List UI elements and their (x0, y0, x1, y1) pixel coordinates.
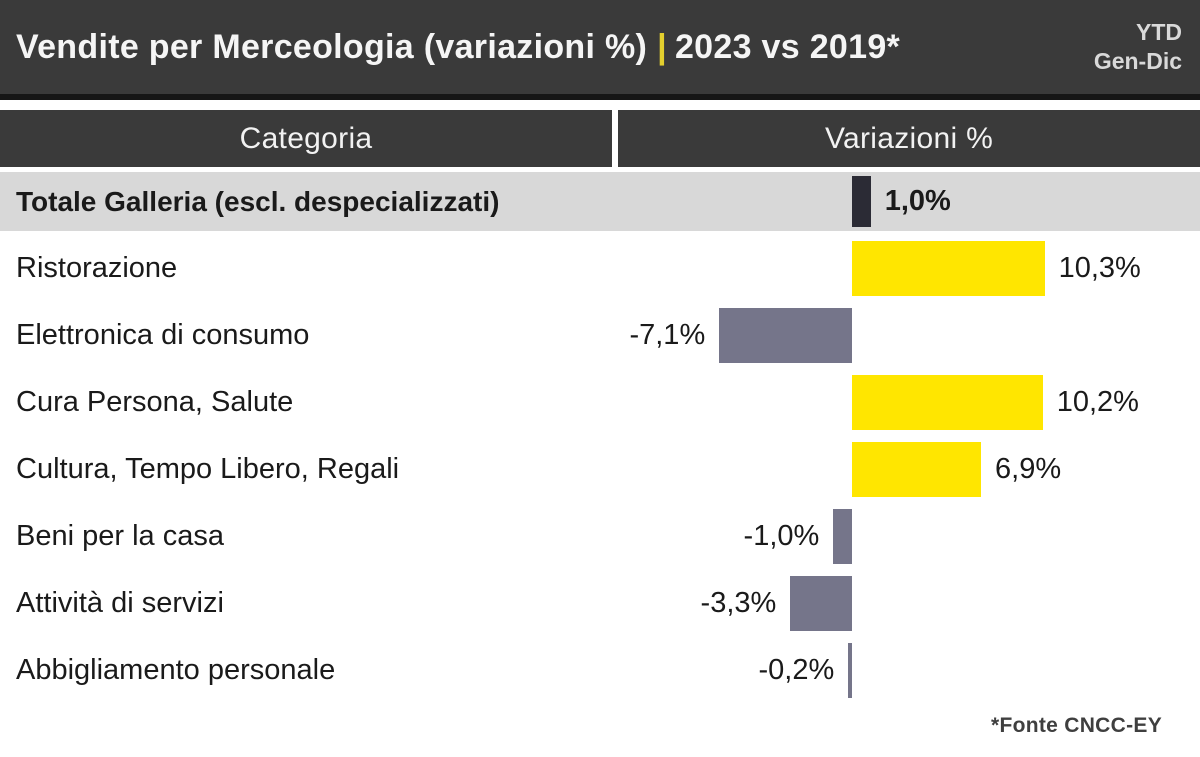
value-bar (848, 643, 852, 698)
chart-row: Cultura, Tempo Libero, Regali 6,9% (0, 436, 1200, 503)
column-header-row: Categoria Variazioni % (0, 110, 1200, 167)
chart-row: Totale Galleria (escl. despecializzati) 1… (0, 172, 1200, 231)
value-label: -0,2% (758, 654, 835, 686)
period-months: Gen-Dic (1093, 48, 1182, 74)
value-bar (833, 509, 852, 564)
title-bar: Vendite per Merceologia (variazioni %) | 2… (0, 0, 1200, 100)
value-label: 6,9% (995, 453, 1062, 485)
category-label: Abbigliamento personale (16, 654, 336, 686)
chart-row: Ristorazione 10,3% (0, 235, 1200, 302)
category-label: Elettronica di consumo (16, 319, 310, 351)
category-label: Cultura, Tempo Libero, Regali (16, 453, 400, 485)
chart-row: Attività di servizi -3,3% (0, 570, 1200, 637)
value-bar (719, 308, 852, 363)
category-label: Beni per la casa (16, 520, 224, 552)
chart-row: Cura Persona, Salute 10,2% (0, 369, 1200, 436)
value-bar (790, 576, 852, 631)
value-bar (852, 442, 982, 497)
page-title: Vendite per Merceologia (variazioni %) | 2… (16, 28, 1094, 67)
column-header-categoria: Categoria (0, 110, 612, 167)
category-label: Cura Persona, Salute (16, 386, 294, 418)
period-ytd: YTD (1136, 19, 1182, 46)
value-label: 10,2% (1056, 386, 1139, 418)
title-separator: | (657, 27, 667, 66)
title-comparison: 2023 vs 2019* (674, 27, 901, 66)
chart-row: Elettronica di consumo -7,1% (0, 302, 1200, 369)
value-label: -7,1% (629, 319, 706, 351)
value-bar (852, 241, 1045, 296)
title-main: Vendite per Merceologia (variazioni %) (16, 27, 648, 66)
source-note: *Fonte CNCC-EY (990, 714, 1162, 737)
value-label: 1,0% (884, 185, 951, 217)
value-bar (852, 375, 1043, 430)
category-label: Totale Galleria (escl. despecializzati) (16, 185, 500, 217)
category-label: Ristorazione (16, 252, 178, 284)
chart-row: Beni per la casa -1,0% (0, 503, 1200, 570)
value-label: -3,3% (700, 587, 777, 619)
period-badge: YTD Gen-Dic (1094, 18, 1182, 76)
value-bar (852, 176, 871, 227)
value-label: 10,3% (1058, 252, 1141, 284)
chart-row: Abbigliamento personale -0,2% (0, 637, 1200, 704)
column-header-variazioni: Variazioni % (618, 110, 1200, 167)
bar-chart: Totale Galleria (escl. despecializzati) 1… (0, 172, 1200, 704)
value-label: -1,0% (743, 520, 820, 552)
category-label: Attività di servizi (16, 587, 224, 619)
